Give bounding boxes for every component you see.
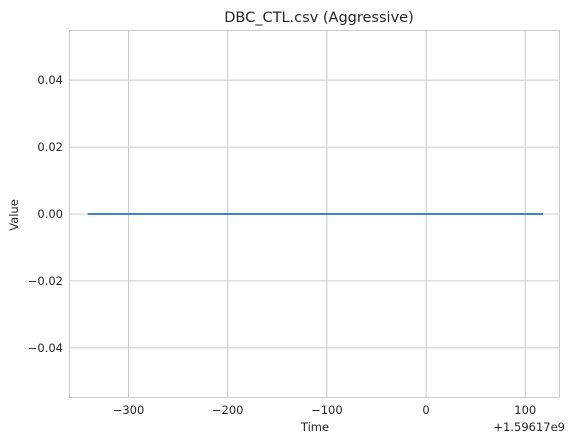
y-axis-label: Value [7,199,21,231]
y-tick-label: 0.04 [37,73,63,87]
x-tick-label: −300 [113,403,145,417]
x-axis-label: Time [300,420,329,434]
chart-title: DBC_CTL.csv (Aggressive) [224,10,413,26]
y-tick-label: 0.02 [37,140,63,154]
y-tick-label: −0.04 [28,341,63,355]
x-tick-labels: −300 −200 −100 0 100 [113,403,537,417]
y-tick-label: 0.00 [37,207,63,221]
x-tick-label: −200 [212,403,244,417]
x-tick-label: 0 [422,403,429,417]
x-axis-offset-label: +1.59617e9 [493,420,565,434]
y-tick-label: −0.02 [28,274,63,288]
plot-frame [69,30,560,398]
x-tick-label: 100 [514,403,536,417]
y-tick-labels: 0.04 0.02 0.00 −0.02 −0.04 [28,73,63,355]
x-tick-label: −100 [311,403,343,417]
